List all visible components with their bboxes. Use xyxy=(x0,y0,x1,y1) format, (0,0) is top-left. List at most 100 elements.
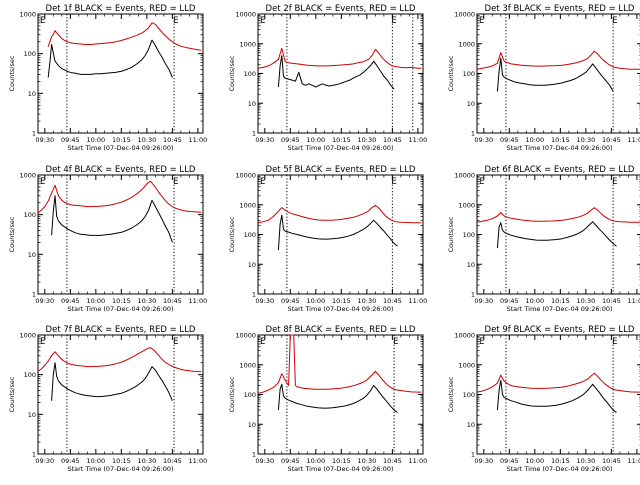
x-axis-label: Start Time (07-Dec-04 09:26:00) xyxy=(506,465,612,473)
detector-panel: Det 1f BLACK = Events, RED = LLD 1 10 100 10… xyxy=(8,4,207,152)
x-tick-label: 09:45 xyxy=(500,297,519,305)
x-axis-label: Start Time (07-Dec-04 09:26:00) xyxy=(287,305,393,313)
plot-frame xyxy=(37,174,204,295)
y-tick-label: 10000 xyxy=(235,332,256,340)
segment-marker-label: E xyxy=(391,177,396,187)
x-tick-label: 10:00 xyxy=(525,297,544,305)
y-axis-label: Counts/sec xyxy=(8,376,16,412)
panel-title: Det 3f BLACK = Events, RED = LLD xyxy=(485,4,635,14)
y-tick-label: 1 xyxy=(32,291,36,299)
x-tick-label: 09:30 xyxy=(35,457,54,465)
lld-rate-series xyxy=(476,50,640,70)
x-tick-label: 10:15 xyxy=(551,136,570,144)
y-axis-label: Counts/sec xyxy=(228,376,236,412)
y-tick-label: 1 xyxy=(252,291,256,299)
events-rate-series xyxy=(496,57,614,92)
segment-marker-label: E xyxy=(612,337,617,347)
lld-rate-series xyxy=(257,204,422,224)
x-tick-label: 10:30 xyxy=(576,457,595,465)
x-axis-label: Start Time (07-Dec-04 09:26:00) xyxy=(506,305,612,313)
events-rate-series xyxy=(47,39,173,78)
detector-panel: Det 6f BLACK = Events, RED = LLD 1 10 100 10… xyxy=(447,165,640,313)
panel-title: Det 6f BLACK = Events, RED = LLD xyxy=(485,165,635,175)
x-tick-label: 10:45 xyxy=(383,297,402,305)
y-tick-label: 10 xyxy=(28,411,36,419)
y-tick-label: 10 xyxy=(467,261,475,269)
y-tick-label: 100 xyxy=(244,391,256,399)
detector-panel: Det 8f BLACK = Events, RED = LLD 1 10 100 10… xyxy=(228,325,427,473)
y-tick-label: 1000 xyxy=(19,11,36,19)
y-tick-label: 100 xyxy=(24,371,36,379)
plot-frame xyxy=(476,334,640,455)
x-tick-label: 10:00 xyxy=(306,457,325,465)
x-tick-label: 10:00 xyxy=(525,136,544,144)
segment-marker-label: E xyxy=(479,16,484,26)
y-tick-label: 1 xyxy=(471,291,475,299)
y-tick-label: 1000 xyxy=(458,361,475,369)
x-tick-label: 10:15 xyxy=(332,297,351,305)
x-tick-label: 10:45 xyxy=(163,457,182,465)
detector-panel: Det 9f BLACK = Events, RED = LLD 1 10 100 10… xyxy=(447,325,640,473)
x-tick-label: 10:15 xyxy=(332,136,351,144)
x-tick-label: 10:15 xyxy=(332,457,351,465)
x-tick-label: 11:00 xyxy=(628,457,640,465)
segment-marker-label: E xyxy=(173,337,178,347)
x-tick-label: 10:30 xyxy=(357,297,376,305)
y-tick-label: 1 xyxy=(252,451,256,459)
panel-title: Det 7f BLACK = Events, RED = LLD xyxy=(46,325,196,335)
segment-marker-label: E xyxy=(173,177,178,187)
y-tick-label: 1000 xyxy=(458,201,475,209)
y-tick-label: 100 xyxy=(463,231,475,239)
y-axis-label: Counts/sec xyxy=(8,216,16,252)
segment-marker-label: E xyxy=(40,337,45,347)
y-tick-label: 1 xyxy=(471,451,475,459)
x-tick-label: 10:30 xyxy=(576,136,595,144)
x-tick-label: 10:30 xyxy=(137,136,156,144)
y-tick-label: 1000 xyxy=(239,40,256,48)
plot-frame xyxy=(257,13,424,134)
panel-title: Det 2f BLACK = Events, RED = LLD xyxy=(266,4,416,14)
y-tick-label: 1000 xyxy=(19,332,36,340)
detector-panel: Det 3f BLACK = Events, RED = LLD 1 10 100 10… xyxy=(447,4,640,152)
y-tick-label: 1000 xyxy=(239,201,256,209)
y-tick-label: 10 xyxy=(248,261,256,269)
segment-marker-label: E xyxy=(479,337,484,347)
x-tick-label: 09:45 xyxy=(61,457,80,465)
segment-marker-label: E xyxy=(260,337,265,347)
x-tick-label: 09:30 xyxy=(255,297,274,305)
detector-panel: Det 5f BLACK = Events, RED = LLD 1 10 100 10… xyxy=(228,165,427,313)
x-tick-label: 11:00 xyxy=(409,136,428,144)
panel-title: Det 1f BLACK = Events, RED = LLD xyxy=(46,4,196,14)
y-tick-label: 1 xyxy=(471,130,475,138)
x-tick-label: 10:00 xyxy=(86,297,105,305)
y-tick-label: 10 xyxy=(28,90,36,98)
x-axis-label: Start Time (07-Dec-04 09:26:00) xyxy=(67,465,173,473)
x-tick-label: 10:45 xyxy=(602,136,621,144)
x-tick-label: 11:00 xyxy=(409,457,428,465)
x-tick-label: 09:30 xyxy=(35,297,54,305)
x-tick-label: 10:45 xyxy=(602,457,621,465)
x-tick-label: 10:30 xyxy=(576,297,595,305)
plot-frame xyxy=(257,174,424,295)
panel-title: Det 4f BLACK = Events, RED = LLD xyxy=(46,165,196,175)
x-tick-label: 11:00 xyxy=(409,297,428,305)
x-tick-label: 10:45 xyxy=(383,136,402,144)
y-tick-label: 10000 xyxy=(235,11,256,19)
events-rate-series xyxy=(51,195,173,243)
lld-rate-series xyxy=(476,207,640,223)
x-tick-label: 10:45 xyxy=(163,136,182,144)
events-rate-series xyxy=(277,55,395,90)
y-tick-label: 1 xyxy=(32,451,36,459)
segment-marker-label: E xyxy=(40,16,45,26)
segment-marker-label: E xyxy=(612,177,617,187)
y-tick-label: 10000 xyxy=(235,172,256,180)
y-axis-label: Counts/sec xyxy=(228,216,236,252)
x-axis-label: Start Time (07-Dec-04 09:26:00) xyxy=(287,144,393,152)
panel-title: Det 5f BLACK = Events, RED = LLD xyxy=(266,165,416,175)
x-tick-label: 09:30 xyxy=(255,136,274,144)
x-tick-label: 10:45 xyxy=(383,457,402,465)
x-axis-label: Start Time (07-Dec-04 09:26:00) xyxy=(287,465,393,473)
y-axis-label: Counts/sec xyxy=(228,55,236,91)
x-tick-label: 11:00 xyxy=(189,457,208,465)
